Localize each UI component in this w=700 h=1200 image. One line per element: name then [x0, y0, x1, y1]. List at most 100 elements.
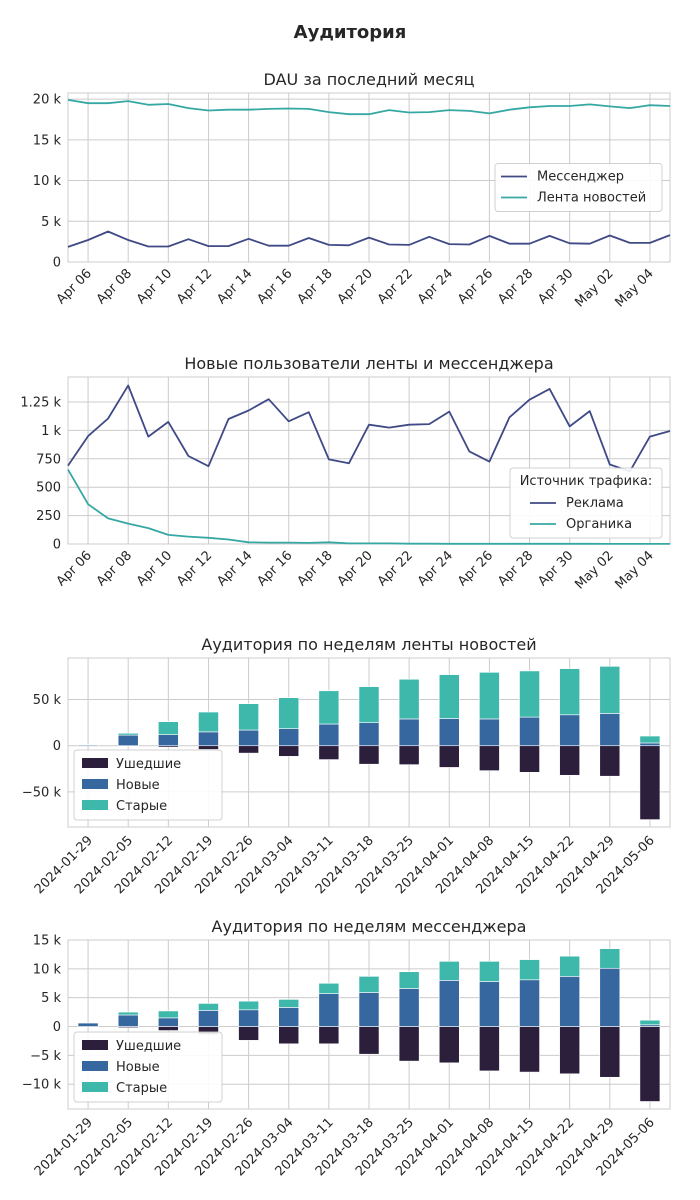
bar-segment-2	[158, 1017, 179, 1027]
bar-segment-2	[398, 988, 420, 1027]
x-tick-label: May 02	[572, 548, 616, 592]
bar-segment-3	[198, 1003, 219, 1011]
legend-label: Старые	[116, 1081, 167, 1096]
bar-segment-2	[238, 1009, 259, 1027]
x-tick-label: Apr 18	[295, 266, 336, 307]
legend-box	[73, 749, 223, 821]
bar-segment-2	[358, 992, 380, 1027]
bar-segment-2	[599, 713, 621, 747]
legend-label: Органика	[566, 517, 632, 532]
bar-segment-2	[278, 1007, 300, 1027]
bar-segment-3	[358, 976, 380, 993]
bar-segment-2	[479, 981, 500, 1027]
bar-segment-1	[318, 745, 340, 760]
bar-segment-3	[318, 982, 340, 994]
y-tick-label: 20 k	[33, 93, 62, 108]
legend-swatch	[82, 779, 108, 789]
bar-segment-2	[318, 993, 340, 1027]
bar-segment-1	[398, 745, 420, 765]
bar-segment-2	[158, 734, 179, 747]
bar-segment-3	[479, 672, 500, 720]
x-tick-label: Apr 30	[535, 548, 576, 589]
x-tick-label: May 04	[613, 548, 657, 592]
y-tick-label: 50 k	[33, 693, 62, 708]
bar-segment-2	[639, 742, 661, 747]
x-tick-label: Apr 24	[415, 548, 456, 589]
x-tick-label: Apr 26	[455, 266, 496, 307]
y-tick-label: 500	[36, 481, 61, 496]
bar-segment-3	[438, 961, 460, 981]
bar-segment-3	[278, 999, 300, 1008]
bar-segment-1	[278, 1026, 300, 1045]
bar-segment-1	[238, 745, 259, 754]
bar-segment-2	[599, 967, 621, 1027]
x-tick-label: Apr 16	[254, 266, 295, 307]
legend-box	[494, 163, 663, 212]
bar-segment-2	[519, 979, 540, 1027]
x-tick-label: Apr 16	[254, 548, 295, 589]
bar-segment-2	[318, 723, 340, 747]
bar-segment-3	[398, 678, 420, 720]
bar-segment-3	[519, 670, 540, 718]
bar-segment-2	[117, 1014, 139, 1027]
bar-segment-3	[599, 948, 621, 969]
bar-segment-2	[479, 718, 500, 747]
bar-segment-3	[117, 1011, 139, 1016]
legend-label: Новые	[116, 778, 160, 793]
x-tick-label: May 02	[572, 266, 616, 310]
bar-segment-3	[479, 961, 500, 982]
legend-swatch	[82, 1061, 108, 1071]
series-line-1	[67, 384, 671, 473]
bar-segment-2	[278, 728, 300, 747]
bar-segment-1	[198, 745, 219, 750]
y-tick-label: 750	[36, 452, 61, 467]
y-tick-label: 10 k	[33, 174, 62, 189]
legend: Источник трафика: Реклама Органика	[509, 467, 663, 539]
x-tick-label: Apr 30	[535, 266, 576, 307]
chart-title: Аудитория по неделям мессенджера	[212, 917, 527, 936]
legend-label: Ушедшие	[116, 1039, 181, 1054]
bar-segment-1	[559, 1026, 581, 1075]
bar-segment-1	[158, 1026, 179, 1031]
series-line-1	[67, 230, 671, 248]
bar-segment-2	[559, 976, 581, 1027]
bar-segment-2	[438, 980, 460, 1027]
legend-label: Мессенджер	[537, 170, 624, 185]
x-tick-label: Apr 26	[455, 548, 496, 589]
x-tick-label: Apr 20	[335, 548, 376, 589]
bar-segment-3	[639, 735, 661, 744]
bar-segment-1	[438, 1026, 460, 1064]
legend-swatch	[82, 800, 108, 810]
y-tick-label: −5 k	[30, 1049, 61, 1064]
legend-label: Старые	[116, 799, 167, 814]
y-tick-label: 10 k	[33, 962, 62, 977]
bar-segment-3	[639, 1019, 661, 1026]
legend: Мессенджер Лента новостей	[494, 163, 663, 212]
x-tick-label: Apr 22	[375, 266, 416, 307]
series-line-2	[67, 99, 671, 116]
bar-segment-3	[158, 721, 179, 735]
bar-segment-3	[358, 686, 380, 723]
bar-segment-3	[438, 674, 460, 719]
y-tick-label: −10 k	[22, 1078, 62, 1093]
y-tick-label: 0	[53, 538, 61, 553]
bar-segment-3	[158, 1010, 179, 1019]
x-tick-label: Apr 06	[54, 266, 95, 307]
bar-segment-1	[238, 1026, 259, 1041]
bar-segment-3	[238, 1000, 259, 1011]
legend-label: Новые	[116, 1060, 160, 1075]
x-tick-label: Apr 14	[214, 266, 255, 307]
y-tick-label: 0	[53, 1020, 61, 1035]
y-tick-label: 15 k	[33, 133, 62, 148]
bar-segment-2	[198, 731, 219, 747]
bar-segment-1	[358, 1026, 380, 1055]
x-tick-label: Apr 28	[495, 266, 536, 307]
x-tick-label: Apr 12	[174, 266, 215, 307]
bar-segment-2	[358, 722, 380, 747]
legend-swatch	[82, 758, 108, 768]
legend-box	[509, 467, 663, 539]
legend-label: Ушедшие	[116, 757, 181, 772]
x-tick-label: Apr 12	[174, 548, 215, 589]
